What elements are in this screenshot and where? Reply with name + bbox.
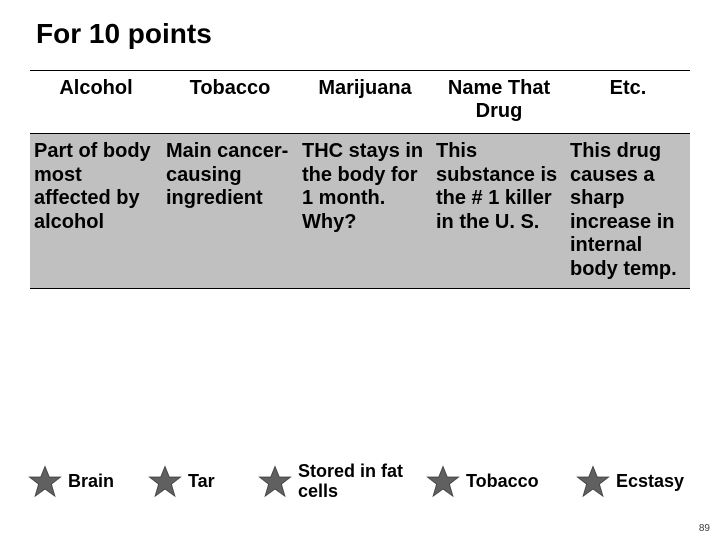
page-number: 89 [699,523,710,534]
answer-item: Stored in fat cells [258,462,426,502]
answer-item: Ecstasy [576,465,684,499]
answer-item: Brain [28,465,148,499]
cell-tobacco: Main cancer-causing ingredient [162,134,298,289]
header-etc: Etc. [566,71,690,134]
answer-label: Brain [68,472,114,492]
answer-item: Tobacco [426,465,576,499]
star-icon [148,465,182,499]
star-icon [426,465,460,499]
cell-name-that-drug: This substance is the # 1 killer in the … [432,134,566,289]
star-icon [576,465,610,499]
answer-item: Tar [148,465,258,499]
slide-title: For 10 points [36,18,690,50]
cell-etc: This drug causes a sharp increase in int… [566,134,690,289]
answer-label: Stored in fat cells [298,462,426,502]
answers-row: Brain Tar Stored in fat cells Tobacco Ec… [28,462,700,502]
header-name-that-drug: Name That Drug [432,71,566,134]
header-alcohol: Alcohol [30,71,162,134]
cell-alcohol: Part of body most affected by alcohol [30,134,162,289]
header-marijuana: Marijuana [298,71,432,134]
cell-marijuana: THC stays in the body for 1 month. Why? [298,134,432,289]
answer-label: Ecstasy [616,472,684,492]
header-tobacco: Tobacco [162,71,298,134]
quiz-table: Alcohol Tobacco Marijuana Name That Drug… [30,71,690,289]
table-row: Part of body most affected by alcohol Ma… [30,134,690,289]
answer-label: Tar [188,472,215,492]
header-row: Alcohol Tobacco Marijuana Name That Drug… [30,71,690,134]
star-icon [258,465,292,499]
answer-label: Tobacco [466,472,539,492]
star-icon [28,465,62,499]
